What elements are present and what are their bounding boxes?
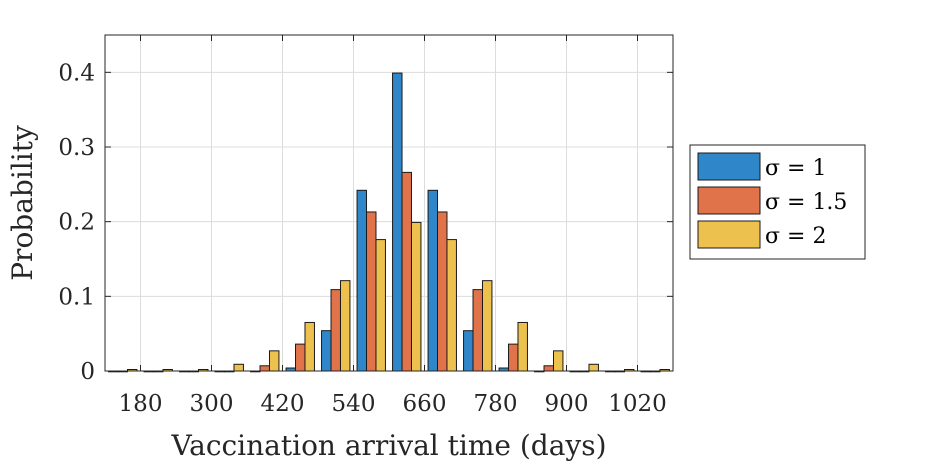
bar <box>392 72 403 372</box>
y-tick-label: 0.4 <box>58 60 95 86</box>
bar <box>401 171 412 372</box>
bar <box>552 350 564 372</box>
bar <box>481 280 493 372</box>
bar <box>508 343 519 372</box>
bar <box>517 321 528 372</box>
y-tick-label: 0.2 <box>58 210 95 236</box>
grid-lines <box>105 35 673 372</box>
y-tick-label: 0.3 <box>58 135 95 161</box>
bar <box>588 363 599 372</box>
bar <box>366 211 377 372</box>
bar <box>356 189 368 372</box>
legend: σ = 1 σ = 1.5 σ = 2 <box>689 144 866 260</box>
bar <box>437 211 448 372</box>
bar <box>472 289 483 372</box>
x-tick-label: 1020 <box>608 391 667 417</box>
x-axis-label: Vaccination arrival time (days) <box>170 429 606 462</box>
bar <box>233 363 244 372</box>
legend-swatch <box>697 220 761 249</box>
axis-ticks: 0 0.1 0.2 0.3 0.4 180 300 420 540 660 780 900 1020 <box>58 35 673 417</box>
bar <box>259 365 270 372</box>
x-tick-label: 420 <box>261 391 305 417</box>
bar <box>304 321 315 372</box>
y-axis-label: Probability <box>6 125 39 281</box>
bar <box>295 343 306 372</box>
bar <box>427 189 439 372</box>
x-tick-label: 540 <box>332 391 376 417</box>
bar <box>463 330 474 372</box>
y-tick-label: 0.1 <box>58 284 95 310</box>
bars <box>108 72 670 373</box>
bar <box>268 350 280 372</box>
bar <box>410 221 422 372</box>
bar <box>375 239 386 372</box>
legend-swatch <box>697 152 761 181</box>
legend-label: σ = 1 <box>765 156 826 181</box>
plot-background <box>105 35 673 371</box>
legend-label: σ = 1.5 <box>765 190 847 215</box>
legend-label: σ = 2 <box>765 224 826 249</box>
bar <box>446 239 457 372</box>
x-tick-label: 180 <box>119 391 163 417</box>
plot-frame <box>104 34 674 372</box>
x-tick-label: 780 <box>474 391 518 417</box>
legend-swatch <box>697 186 761 215</box>
bar <box>330 289 341 372</box>
x-tick-label: 900 <box>545 391 589 417</box>
bar <box>339 280 351 372</box>
y-tick-label: 0 <box>80 359 95 385</box>
x-tick-label: 300 <box>190 391 234 417</box>
bar <box>543 365 554 372</box>
bar <box>321 330 332 372</box>
x-tick-label: 660 <box>403 391 447 417</box>
